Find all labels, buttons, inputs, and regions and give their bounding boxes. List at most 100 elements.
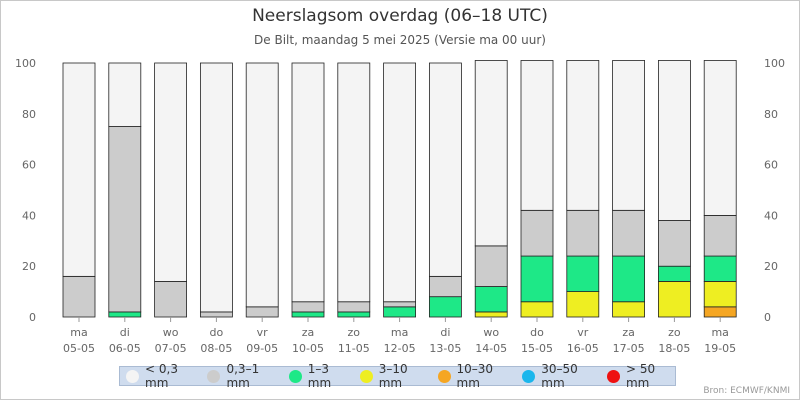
bar-segment (566, 291, 600, 318)
x-tick-label-day: zo (348, 326, 361, 339)
bar-segment (474, 245, 508, 287)
x-tick-label-date: 12-05 (384, 342, 416, 355)
legend-label: 3–10 mm (378, 362, 408, 390)
bar-segment (658, 60, 691, 221)
chart-title: Neerslagsom overdag (06–18 UTC) (252, 6, 548, 26)
legend-label: > 50 mm (625, 362, 656, 390)
bar-segment (383, 62, 417, 303)
y-tick-label-left: 60 (22, 159, 36, 172)
legend: < 0,3 mm 0,3–1 mm 1–3 mm 3–10 mm 10–30 mm 30–… (119, 362, 676, 390)
bar-segment (154, 62, 188, 282)
y-axis-right: 0 20 40 60 80 100 (764, 57, 785, 324)
x-tick-label-date: 15-05 (521, 342, 553, 355)
bar-segment (703, 281, 737, 308)
x-tick-label-day: vr (257, 326, 269, 339)
y-tick-label-right: 0 (764, 311, 771, 324)
x-tick-label-day: di (440, 326, 450, 339)
bar-segment (612, 60, 645, 211)
bar-segment (520, 301, 554, 318)
legend-item[interactable]: 1–3 mm (288, 362, 350, 390)
x-tick-label-day: za (302, 326, 315, 339)
x-tick-label-date: 14-05 (475, 342, 507, 355)
bar-segment (291, 62, 325, 303)
bar-segment (428, 62, 462, 277)
x-tick-label-day: ma (711, 326, 728, 339)
x-tick-label-day: za (622, 326, 635, 339)
bar-segment (199, 311, 233, 318)
legend-item[interactable]: 0,3–1 mm (207, 362, 278, 390)
bar-segment (566, 60, 600, 211)
bar-segment (703, 214, 737, 257)
bar-segment (474, 60, 508, 247)
y-tick-label-right: 60 (764, 159, 778, 172)
x-tick-label-date: 09-05 (246, 342, 278, 355)
bar-segment (612, 255, 645, 303)
bar-segment (566, 255, 600, 293)
bar-segment (337, 62, 371, 303)
x-tick-label-date: 10-05 (292, 342, 324, 355)
y-tick-label-right: 40 (764, 209, 778, 222)
x-axis-labels: ma 05-05 di 06-05 wo 07-05 do 08-05 vr 09-05 za 10-… (63, 317, 736, 355)
bar-segment (245, 306, 279, 318)
x-tick-label-date: 19-05 (704, 342, 736, 355)
legend-swatch (126, 369, 139, 383)
source-credit: Bron: ECMWF/KNMI (703, 386, 790, 396)
bar-segment (108, 311, 142, 318)
x-tick-label-date: 17-05 (613, 342, 645, 355)
legend-item[interactable]: > 50 mm (606, 362, 675, 390)
x-tick-label-day: vr (577, 326, 589, 339)
y-tick-label-left: 40 (22, 209, 36, 222)
x-tick-label-day: do (210, 326, 224, 339)
legend-label: 0,3–1 mm (226, 362, 260, 390)
legend-item[interactable]: 10–30 mm (437, 362, 513, 390)
y-tick-label-left: 20 (22, 260, 36, 273)
bar-segment (154, 281, 188, 318)
bar-segment (108, 126, 142, 313)
bar-segment (62, 62, 96, 277)
legend-label: 1–3 mm (307, 362, 332, 390)
x-tick-label-date: 08-05 (200, 342, 232, 355)
bar-segment (612, 209, 645, 257)
y-tick-label-left: 80 (22, 108, 36, 121)
y-axis-left: 0 20 40 60 80 100 (15, 57, 36, 324)
x-tick-label-date: 05-05 (63, 342, 95, 355)
bar-segment (291, 301, 325, 313)
legend-item[interactable]: < 0,3 mm (126, 362, 197, 390)
bar-segment (658, 281, 691, 318)
x-tick-label-date: 06-05 (109, 342, 141, 355)
bar-segment (245, 62, 279, 308)
x-tick-label-day: zo (668, 326, 681, 339)
x-tick-label-day: wo (163, 326, 179, 339)
bar-segment (703, 60, 737, 216)
x-tick-label-day: ma (391, 326, 408, 339)
bar-segment (703, 255, 737, 282)
bar-segment (383, 306, 417, 318)
legend-label: 30–50 mm (541, 362, 578, 390)
bar-segment (383, 301, 417, 308)
legend-swatch (606, 369, 620, 383)
bar-segment (520, 209, 554, 257)
legend-label: < 0,3 mm (145, 362, 178, 390)
legend-swatch (207, 369, 221, 383)
legend-item[interactable]: 30–50 mm (522, 362, 597, 390)
x-tick-label-date: 18-05 (658, 342, 690, 355)
legend-swatch (522, 369, 536, 383)
x-tick-label-date: 13-05 (429, 342, 461, 355)
bar-segment (428, 275, 462, 298)
bar-segment (337, 311, 371, 318)
legend-swatch (359, 369, 373, 383)
y-tick-label-right: 20 (764, 260, 778, 273)
x-tick-label-date: 11-05 (338, 342, 370, 355)
x-tick-label-day: wo (483, 326, 499, 339)
x-tick-label-day: do (530, 326, 544, 339)
legend-swatch (437, 369, 451, 383)
y-tick-label-left: 0 (29, 311, 36, 324)
legend-label: 10–30 mm (456, 362, 494, 390)
bar-segment (612, 301, 645, 318)
x-tick-label-date: 07-05 (155, 342, 187, 355)
bar-segment (337, 301, 371, 313)
bar-segment (566, 209, 600, 257)
x-tick-label-day: ma (70, 326, 87, 339)
bar-segment (658, 265, 691, 282)
legend-item[interactable]: 3–10 mm (359, 362, 428, 390)
